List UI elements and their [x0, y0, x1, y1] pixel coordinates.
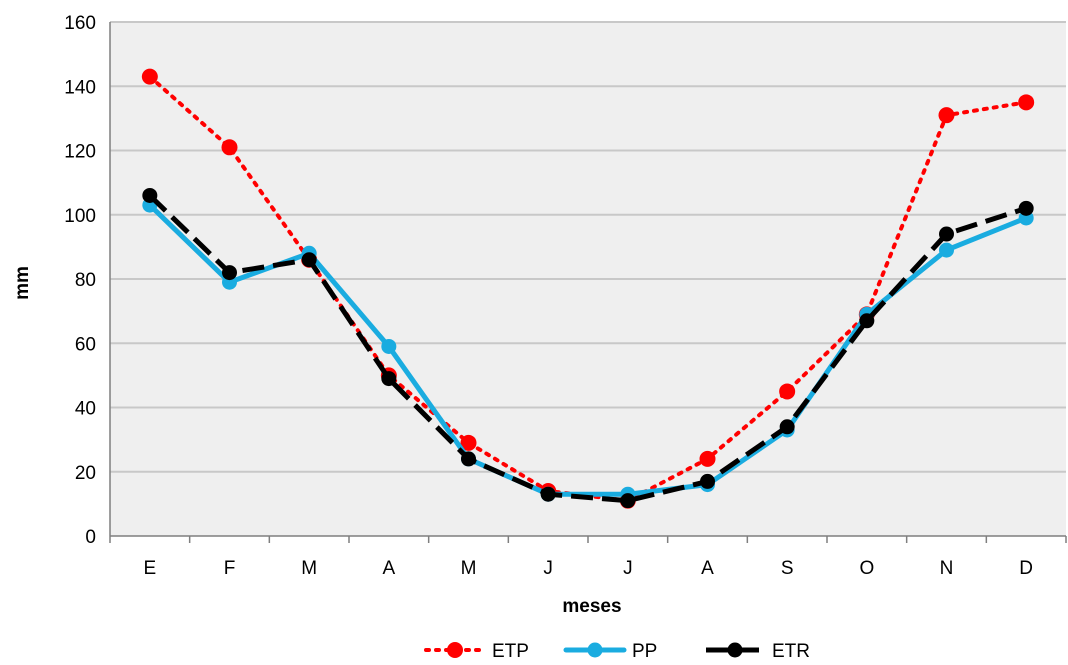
- x-tick-label: M: [301, 558, 317, 579]
- data-point: [381, 371, 397, 387]
- data-point: [221, 139, 238, 156]
- grid-lines: [110, 21, 1066, 473]
- legend-swatch-marker: [447, 642, 463, 658]
- x-tick-label: O: [859, 558, 874, 579]
- legend-swatch-marker: [727, 642, 743, 658]
- y-tick-label: 40: [75, 399, 96, 420]
- legend-label: ETP: [492, 641, 529, 660]
- y-tick-label: 100: [64, 206, 96, 227]
- y-tick-labels: 0 20 40 60 80 100 120 140 160: [64, 13, 96, 548]
- legend-label: PP: [632, 641, 657, 660]
- legend-swatch-marker: [587, 642, 603, 658]
- data-point: [222, 265, 237, 281]
- x-tick-label: A: [382, 558, 395, 579]
- data-point: [460, 434, 477, 451]
- data-point: [779, 383, 796, 400]
- data-point: [939, 226, 954, 242]
- data-point: [301, 252, 317, 268]
- x-tick-label: E: [143, 558, 156, 579]
- x-tick-label: F: [224, 558, 236, 579]
- y-axis-label: mm: [12, 266, 33, 300]
- legend-label: ETR: [772, 641, 810, 660]
- data-point: [461, 451, 476, 467]
- data-point: [141, 68, 158, 85]
- series-line: [148, 193, 1027, 504]
- legend-item-etr: ETR: [706, 641, 810, 662]
- x-tick-label: S: [781, 558, 794, 579]
- data-point: [620, 493, 636, 509]
- series-lines: [141, 68, 1035, 509]
- y-tick-label: 60: [75, 334, 96, 355]
- data-point: [1018, 200, 1034, 216]
- x-tick-label: A: [701, 558, 714, 579]
- y-tick-label: 160: [64, 13, 96, 34]
- data-point: [381, 338, 397, 354]
- data-point: [779, 419, 795, 435]
- data-point: [1018, 94, 1035, 111]
- x-tick-label: J: [623, 558, 633, 579]
- legend: ETP PP ETR: [424, 641, 810, 662]
- y-tick-label: 0: [85, 527, 96, 548]
- x-tick-label: D: [1019, 558, 1033, 579]
- data-point: [859, 313, 875, 329]
- series-etr: [142, 187, 1034, 509]
- y-tick-label: 120: [64, 142, 96, 163]
- data-point: [939, 242, 954, 258]
- data-point: [700, 473, 715, 489]
- data-point: [540, 486, 556, 502]
- x-tick-label: N: [940, 558, 954, 579]
- x-axis-label: meses: [562, 596, 621, 617]
- x-tick-label: J: [543, 558, 553, 579]
- legend-item-etp: ETP: [424, 641, 529, 662]
- y-tick-label: 20: [75, 463, 96, 484]
- legend-item-pp: PP: [563, 641, 657, 662]
- data-point: [699, 450, 716, 467]
- y-tick-label: 140: [64, 77, 96, 98]
- data-point: [142, 187, 158, 203]
- x-tick-label: M: [461, 558, 477, 579]
- axes: [109, 22, 1067, 543]
- y-tick-label: 80: [75, 270, 96, 291]
- data-point: [938, 107, 955, 124]
